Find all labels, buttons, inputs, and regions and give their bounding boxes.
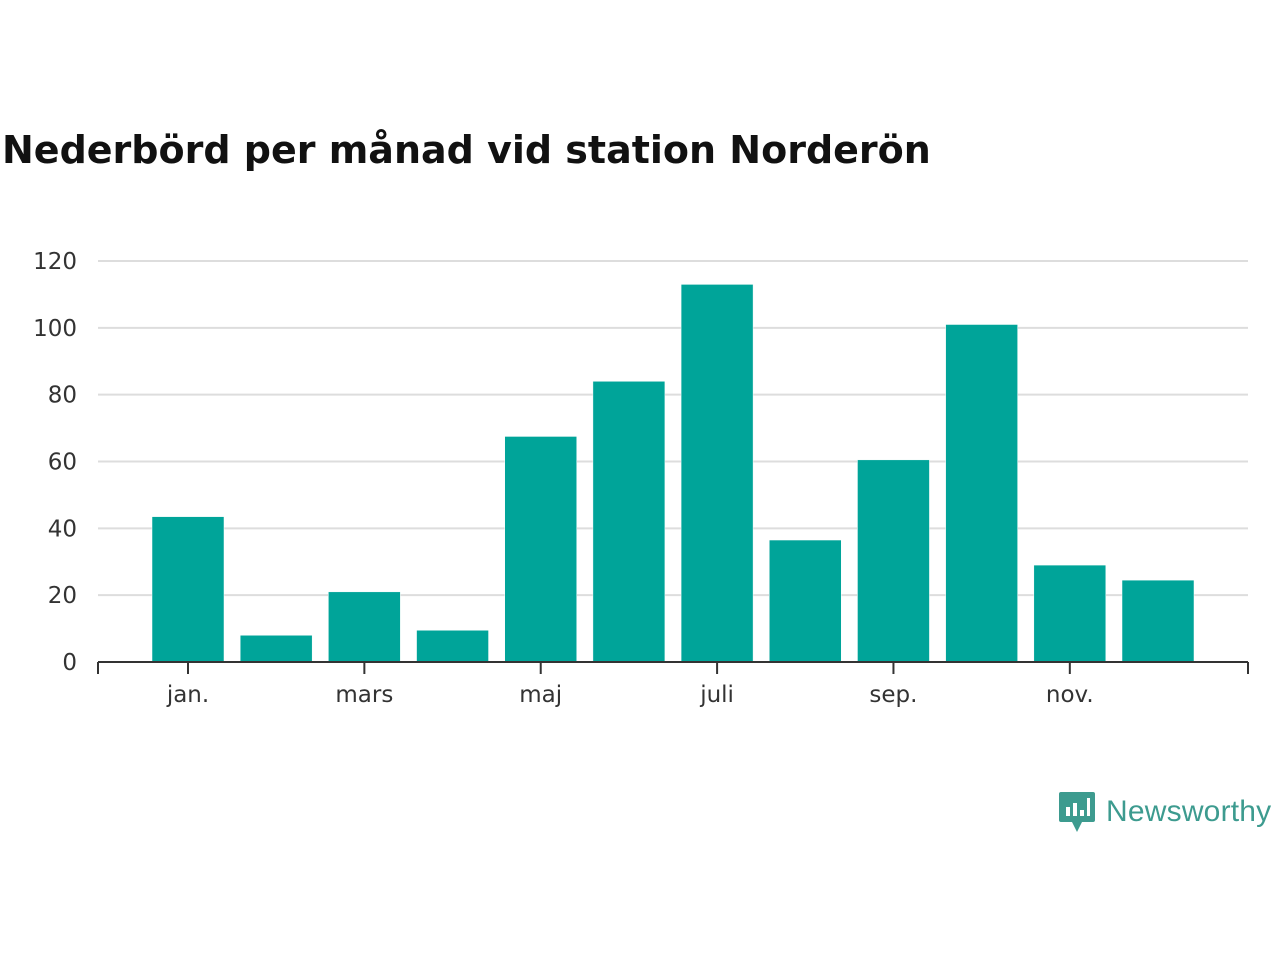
bar-nov [1033, 564, 1107, 663]
bar-jan [151, 516, 225, 663]
bar-dec [1121, 579, 1195, 663]
bar-juni [592, 381, 666, 663]
gridlines [98, 260, 1248, 597]
newsworthy-logo-icon [1059, 792, 1095, 832]
y-tick-label: 60 [48, 450, 77, 476]
bar-juli [680, 284, 754, 663]
y-tick-label: 80 [48, 383, 77, 409]
chart-title: Nederbörd per månad vid station Norderön [2, 128, 931, 172]
y-tick-label: 120 [33, 249, 77, 275]
bar-maj [504, 436, 577, 663]
bar-feb [239, 635, 313, 663]
newsworthy-brand: Newsworthy [1058, 790, 1271, 834]
y-tick-label: 100 [33, 316, 77, 342]
x-tick-label: maj [519, 682, 562, 708]
x-tick-label: jan. [166, 682, 209, 708]
bar-apr [416, 630, 489, 663]
x-tick-label: mars [335, 682, 393, 708]
x-axis [97, 661, 1249, 674]
x-axis-ticks: jan. mars maj juli sep. nov. [166, 662, 1094, 708]
bar-mars [328, 591, 401, 663]
bar-aug [769, 539, 842, 663]
brand-name: Newsworthy [1106, 795, 1272, 828]
bars [151, 284, 1195, 663]
y-tick-label: 0 [62, 650, 77, 676]
y-axis-ticks: 0 20 40 60 80 100 120 [33, 249, 77, 676]
x-tick-label: juli [699, 682, 734, 708]
x-tick-label: nov. [1046, 682, 1094, 708]
y-tick-label: 40 [48, 516, 77, 542]
x-tick-label: sep. [869, 682, 917, 708]
bar-okt [945, 324, 1018, 663]
y-tick-label: 20 [48, 583, 77, 609]
bar-sep [857, 459, 930, 663]
